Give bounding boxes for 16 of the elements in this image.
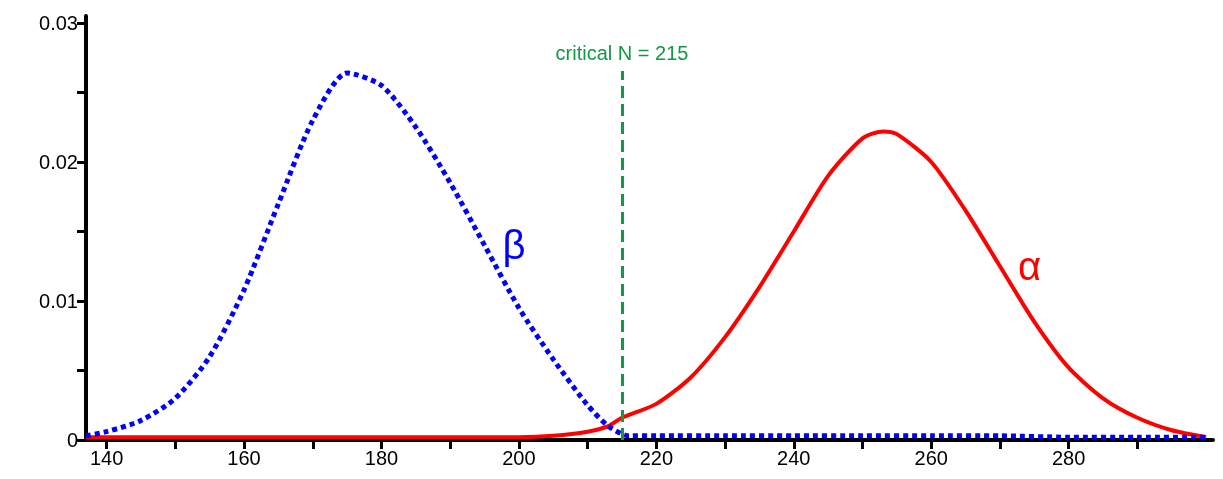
- y-tick-label: 0: [66, 429, 78, 451]
- line-series: [84, 129, 1209, 440]
- x-tick-label: 160: [227, 447, 261, 469]
- series-label: α: [1017, 244, 1042, 289]
- ref-line-label: critical N = 215: [555, 42, 689, 65]
- y-tick-label: 0.02: [39, 150, 78, 173]
- x-tick-label: 180: [364, 447, 399, 469]
- y-tick-label: 0.03: [39, 11, 78, 34]
- x-tick-label: 280: [1052, 447, 1086, 469]
- x-tick-label: 240: [777, 447, 811, 469]
- y-tick-label: 0.01: [39, 289, 78, 312]
- x-tick-label: 140: [89, 447, 124, 469]
- x-tick-label: 220: [639, 447, 674, 469]
- series-label: β: [502, 223, 526, 268]
- x-tick-label: 200: [502, 447, 536, 469]
- x-tick-label: 260: [914, 447, 948, 469]
